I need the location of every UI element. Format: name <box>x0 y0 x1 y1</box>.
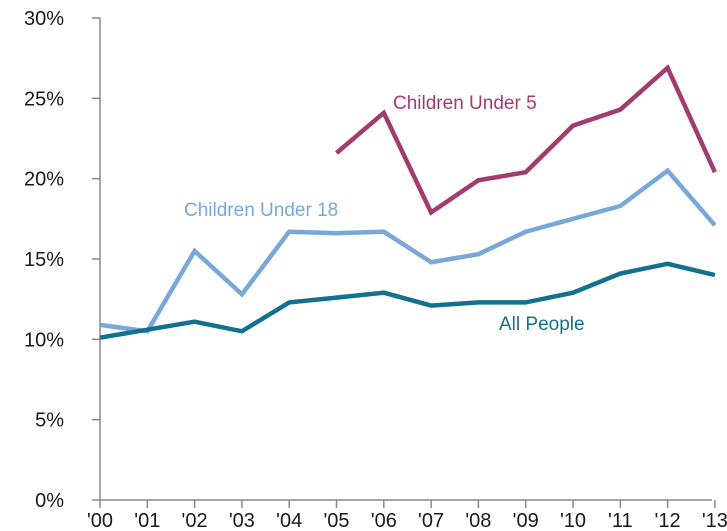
series-lines <box>99 64 717 340</box>
series-label-children-under-5: Children Under 5 <box>393 93 537 114</box>
y-ticks: 0% 5% 10% 15% 20% 25% 30% <box>24 8 100 512</box>
x-tick-label: '10 <box>560 510 586 531</box>
x-tick-label: '08 <box>465 510 491 531</box>
x-tick-label: '04 <box>276 510 302 531</box>
x-tick-label: '01 <box>134 510 160 531</box>
y-tick-label: 20% <box>24 169 64 191</box>
series-label-children-under-18: Children Under 18 <box>184 200 338 221</box>
series-line-children-under-5 <box>335 64 717 216</box>
y-tick-label: 30% <box>24 8 64 30</box>
x-tick-label: '09 <box>513 510 539 531</box>
x-tick-label: '13 <box>702 510 727 531</box>
series-label-all-people: All People <box>499 314 585 335</box>
y-tick-label: 0% <box>35 490 64 512</box>
y-tick-label: 10% <box>24 329 64 351</box>
x-tick-label: '11 <box>608 510 633 531</box>
series-line-all-people <box>99 261 716 340</box>
x-ticks: '00 '01 '02 '03 '04 '05 '06 '07 '08 '09 '10 '11 '12 '… <box>87 500 727 531</box>
x-tick-label: '03 <box>229 510 255 531</box>
x-tick-label: '06 <box>371 510 397 531</box>
x-tick-label: '07 <box>418 510 444 531</box>
series-line-children-under-18 <box>99 167 717 334</box>
y-tick-label: 25% <box>24 88 64 110</box>
series-labels: Children Under 5 Children Under 18 All P… <box>184 93 585 335</box>
y-tick-label: 15% <box>24 249 64 271</box>
x-tick-label: '02 <box>182 510 208 531</box>
x-tick-label: '00 <box>87 510 113 531</box>
x-tick-label: '12 <box>655 510 681 531</box>
x-tick-label: '05 <box>323 510 349 531</box>
y-tick-label: 5% <box>35 410 64 432</box>
